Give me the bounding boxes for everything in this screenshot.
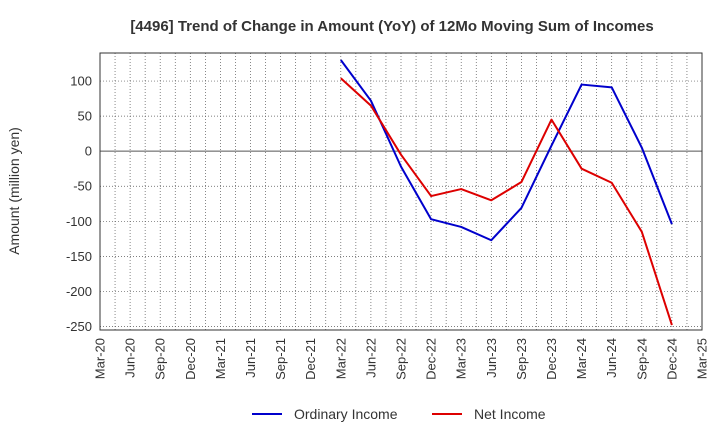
x-tick-label: Jun-24 — [604, 338, 619, 378]
x-tick-label: Jun-22 — [363, 338, 378, 378]
x-tick-label: Sep-23 — [514, 338, 529, 380]
x-tick-label: Mar-21 — [213, 338, 228, 379]
grid — [99, 53, 703, 330]
x-tick-label: Sep-20 — [153, 338, 168, 380]
y-tick-label: -100 — [66, 214, 92, 229]
x-tick-label: Mar-22 — [333, 338, 348, 379]
x-tick-label: Mar-24 — [574, 338, 589, 379]
y-tick-label: -150 — [66, 249, 92, 264]
x-tick-label: Dec-23 — [544, 338, 559, 380]
series-layer — [339, 59, 673, 326]
y-tick-label: -250 — [66, 319, 92, 334]
y-tick-label: 100 — [70, 74, 92, 89]
y-tick-labels: 100 50 0 -50 -100 -150 -200 -250 — [66, 74, 92, 334]
x-tick-label: Dec-21 — [303, 338, 318, 380]
y-tick-label: 0 — [85, 144, 92, 159]
legend-label: Ordinary Income — [294, 406, 398, 422]
series-line-net-income — [340, 77, 673, 326]
x-tick-label: Dec-20 — [183, 338, 198, 380]
x-tick-label: Sep-24 — [634, 338, 649, 380]
x-tick-label: Sep-22 — [394, 338, 409, 380]
legend-label: Net Income — [474, 406, 546, 422]
chart-title: [4496] Trend of Change in Amount (YoY) o… — [130, 18, 653, 35]
x-tick-label: Sep-21 — [273, 338, 288, 380]
x-tick-label: Mar-20 — [93, 338, 108, 379]
x-tick-label: Jun-20 — [123, 338, 138, 378]
x-tick-label: Jun-21 — [243, 338, 258, 378]
x-tick-label: Mar-25 — [695, 338, 710, 379]
x-tick-label: Dec-24 — [664, 338, 679, 380]
x-tick-label: Dec-22 — [424, 338, 439, 380]
plot-frame — [99, 52, 703, 331]
y-tick-label: 50 — [78, 109, 92, 124]
y-tick-label: -50 — [73, 179, 92, 194]
y-tick-label: -200 — [66, 284, 92, 299]
x-tick-label: Jun-23 — [484, 338, 499, 378]
series-line-ordinary-income — [339, 59, 673, 242]
legend: Ordinary Income Net Income — [252, 406, 546, 422]
y-axis-label: Amount (million yen) — [6, 127, 22, 255]
x-tick-label: Mar-23 — [454, 338, 469, 379]
x-tick-labels: Mar-20 Jun-20 Sep-20 Dec-20 Mar-21 Jun-21 Sep-… — [93, 338, 710, 380]
